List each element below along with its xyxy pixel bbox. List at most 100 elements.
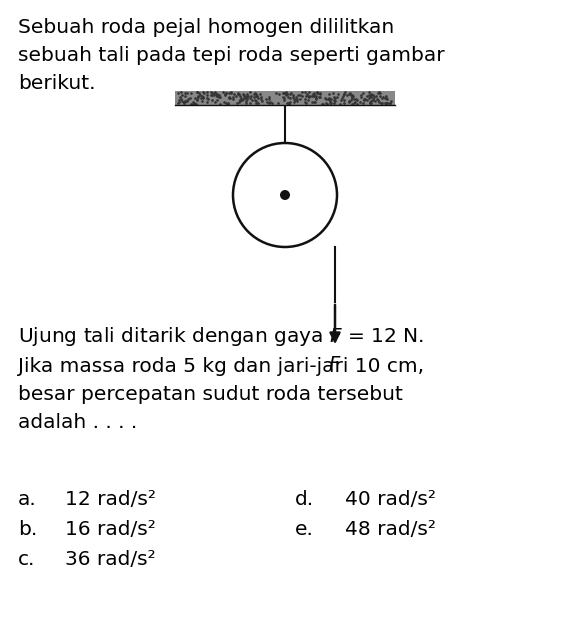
Point — [366, 90, 375, 100]
Text: Sebuah roda pejal homogen dililitkan
sebuah tali pada tepi roda seperti gambar
b: Sebuah roda pejal homogen dililitkan seb… — [18, 18, 444, 93]
Point — [365, 98, 375, 108]
Point — [311, 90, 321, 100]
Point — [200, 88, 209, 99]
Point — [339, 91, 348, 101]
Point — [211, 97, 220, 107]
Point — [189, 98, 198, 108]
Point — [177, 94, 186, 104]
Point — [242, 89, 252, 99]
Point — [244, 92, 253, 102]
Point — [250, 95, 259, 105]
Point — [372, 91, 381, 101]
Point — [173, 88, 183, 98]
Point — [209, 90, 218, 100]
Point — [193, 94, 202, 104]
Point — [337, 94, 346, 104]
Point — [281, 90, 291, 100]
Point — [349, 94, 359, 104]
Point — [174, 95, 183, 105]
Point — [228, 92, 237, 102]
Point — [265, 94, 274, 104]
Point — [380, 98, 390, 108]
Point — [202, 93, 211, 103]
Point — [206, 90, 215, 100]
Point — [294, 90, 303, 100]
Point — [281, 88, 290, 98]
Point — [307, 97, 316, 107]
Point — [190, 92, 200, 102]
Point — [280, 94, 289, 104]
Point — [336, 94, 346, 104]
Point — [279, 88, 288, 98]
Point — [309, 97, 318, 107]
Point — [281, 87, 290, 97]
Point — [352, 99, 362, 109]
Point — [265, 92, 274, 102]
Point — [230, 89, 239, 99]
Point — [379, 92, 388, 102]
Point — [186, 88, 195, 99]
Point — [255, 88, 265, 99]
Point — [241, 92, 250, 102]
Point — [350, 97, 359, 107]
Point — [238, 88, 248, 99]
Point — [242, 95, 251, 106]
Point — [362, 92, 371, 102]
Point — [307, 90, 316, 100]
Point — [385, 97, 394, 107]
Point — [375, 87, 384, 97]
Text: d.: d. — [295, 490, 314, 509]
Point — [303, 95, 313, 105]
Point — [325, 95, 335, 106]
Point — [242, 90, 251, 100]
Point — [289, 94, 299, 104]
Point — [285, 88, 295, 99]
Point — [218, 87, 228, 97]
Point — [207, 95, 217, 106]
Point — [254, 93, 263, 103]
Point — [221, 88, 231, 99]
Point — [339, 95, 348, 105]
Point — [347, 93, 356, 103]
Text: 36 rad/s²: 36 rad/s² — [65, 550, 156, 569]
Point — [318, 99, 327, 109]
Point — [325, 98, 335, 108]
Point — [339, 98, 349, 108]
Point — [373, 95, 382, 105]
Point — [303, 91, 313, 101]
Point — [377, 92, 387, 102]
Point — [249, 92, 259, 102]
Point — [330, 95, 339, 106]
Point — [358, 88, 367, 99]
Point — [215, 99, 225, 109]
Point — [181, 96, 191, 106]
Point — [245, 98, 255, 108]
Point — [302, 91, 311, 101]
Text: c.: c. — [18, 550, 35, 569]
Point — [271, 87, 280, 97]
Point — [366, 97, 375, 107]
Point — [257, 95, 266, 106]
Point — [284, 98, 294, 108]
Point — [309, 91, 318, 101]
Point — [197, 95, 207, 106]
Point — [322, 94, 331, 104]
Point — [198, 87, 208, 97]
Point — [174, 97, 184, 107]
Text: Ujung tali ditarik dengan gaya $F$ = 12 N.
Jika massa roda 5 kg dan jari-jari 10: Ujung tali ditarik dengan gaya $F$ = 12 … — [18, 325, 424, 432]
Point — [336, 99, 345, 109]
Point — [328, 88, 338, 98]
Point — [347, 90, 356, 100]
Point — [313, 87, 322, 97]
Point — [196, 93, 205, 103]
Point — [222, 88, 231, 98]
Point — [207, 90, 217, 100]
Point — [206, 87, 215, 97]
Point — [221, 98, 231, 108]
Point — [239, 90, 249, 100]
Point — [302, 98, 311, 108]
Point — [297, 92, 306, 102]
Point — [312, 94, 321, 104]
Point — [323, 94, 332, 104]
Point — [220, 90, 230, 100]
